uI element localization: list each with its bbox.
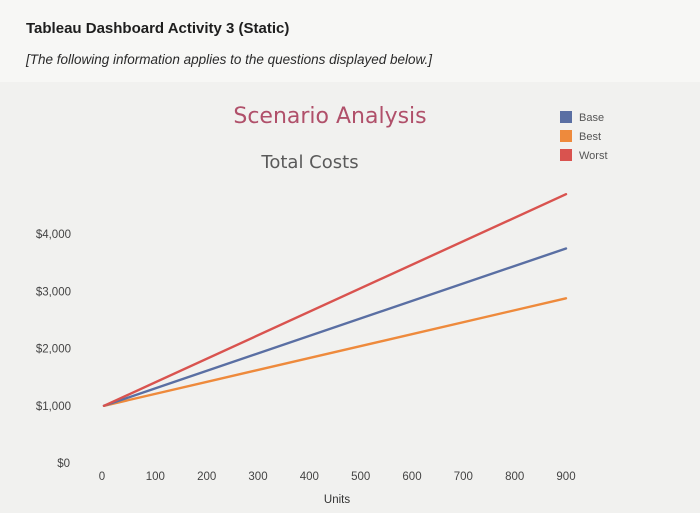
series-line-best — [102, 297, 568, 407]
y-tick-label: $4,000 — [36, 229, 71, 241]
chart-subtitle: Total Costs — [260, 152, 358, 173]
x-tick-label: 700 — [454, 471, 473, 483]
plot-lines — [102, 193, 568, 407]
x-tick-label: 200 — [197, 471, 216, 483]
x-axis-label: Units — [324, 494, 350, 506]
x-tick-label: 400 — [300, 471, 319, 483]
x-axis: 0 100 200 300 400 500 600 700 800 900 — [99, 471, 576, 483]
question-header: Tableau Dashboard Activity 3 (Static) [T… — [0, 0, 700, 82]
legend-swatch-best — [560, 130, 572, 142]
activity-title: Tableau Dashboard Activity 3 (Static) — [26, 20, 290, 37]
x-tick-label: 500 — [351, 471, 370, 483]
x-tick-label: 600 — [402, 471, 421, 483]
y-axis: $0 $1,000 $2,000 $3,000 $4,000 — [36, 229, 71, 470]
legend-label-base: Base — [579, 112, 604, 124]
legend-swatch-worst — [560, 149, 572, 161]
y-tick-label: $3,000 — [36, 286, 71, 298]
y-tick-label: $2,000 — [36, 344, 71, 356]
x-tick-label: 100 — [146, 471, 165, 483]
x-tick-label: 800 — [505, 471, 524, 483]
y-tick-label: $1,000 — [36, 401, 71, 413]
x-tick-label: 900 — [556, 471, 575, 483]
legend: Base Best Worst — [560, 111, 608, 162]
chart-title: Scenario Analysis — [233, 104, 426, 129]
y-tick-label: $0 — [57, 458, 70, 470]
series-line-worst — [102, 193, 568, 407]
legend-swatch-base — [560, 111, 572, 123]
series-line-base — [102, 247, 568, 407]
legend-label-worst: Worst — [579, 150, 608, 162]
x-tick-label: 0 — [99, 471, 105, 483]
legend-label-best: Best — [579, 131, 601, 143]
chart-panel — [0, 82, 700, 513]
activity-instructions: [The following information applies to th… — [26, 52, 432, 67]
x-tick-label: 300 — [248, 471, 267, 483]
